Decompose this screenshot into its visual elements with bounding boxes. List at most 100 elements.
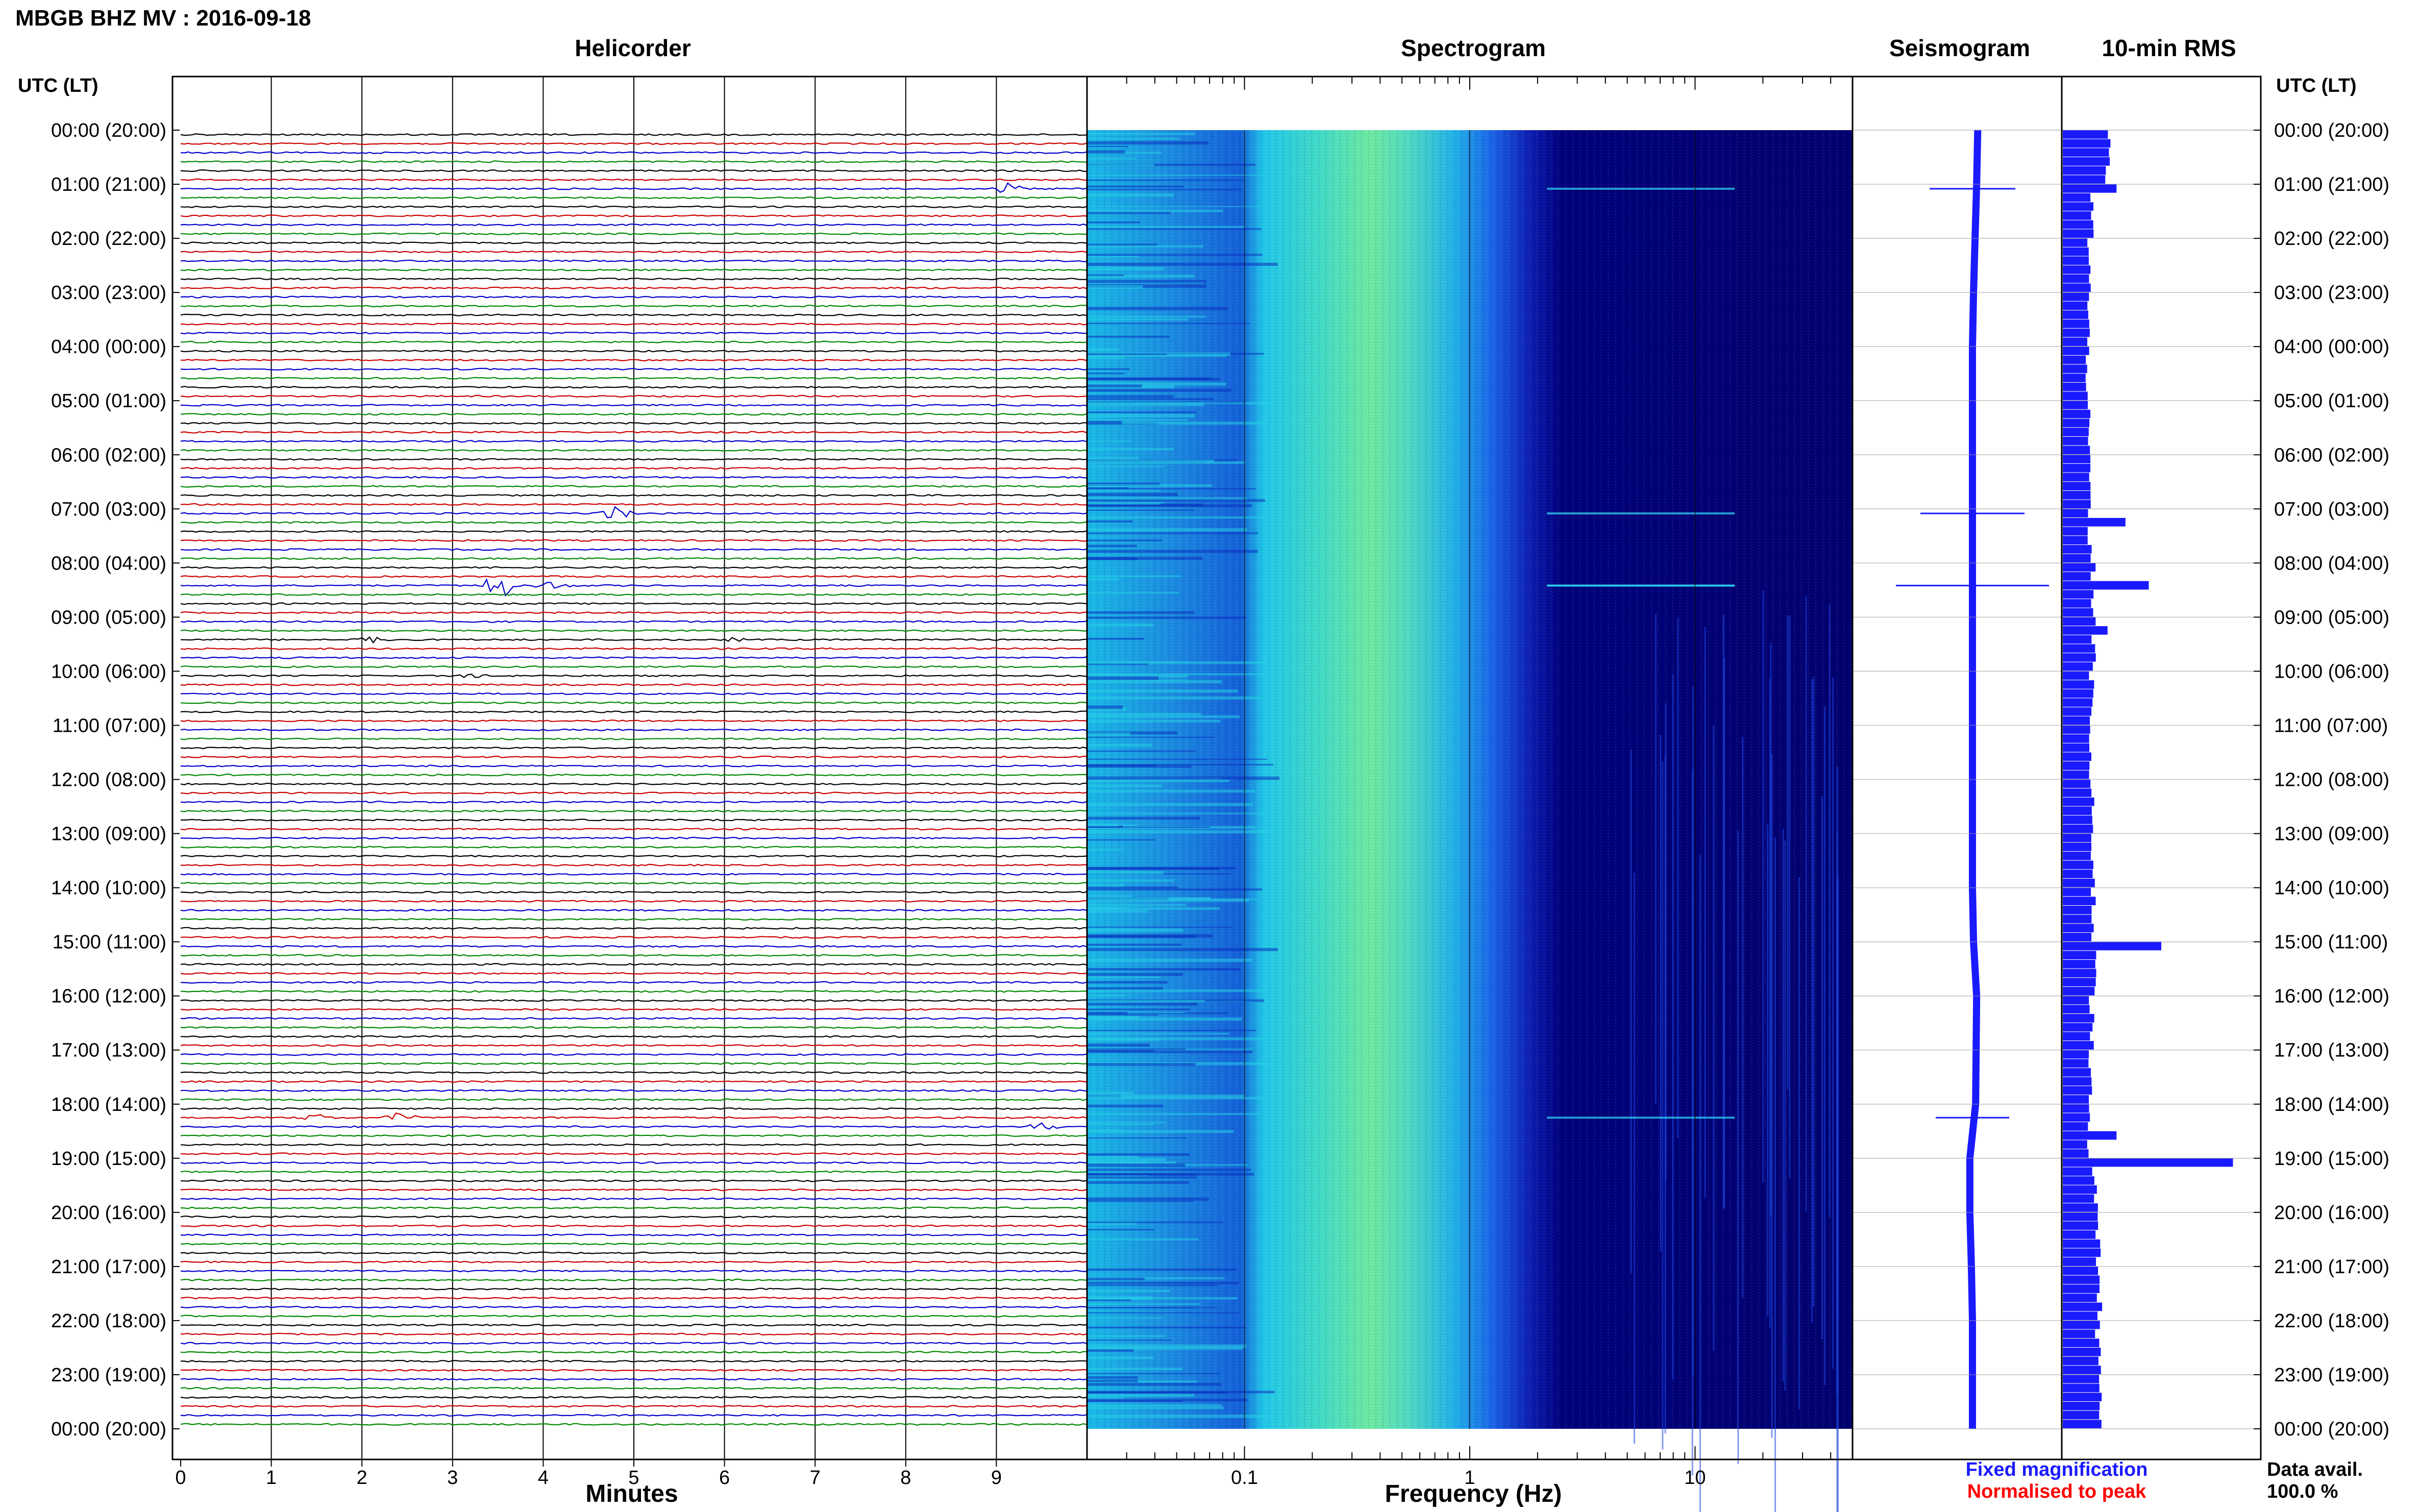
spectrogram-streak [1087, 826, 1210, 828]
spectrogram-streak [1087, 888, 1263, 891]
right-hour-label: 10:00 (06:00) [2274, 661, 2389, 682]
spectrogram-streak [1087, 206, 1262, 207]
spectrogram-streak [1087, 484, 1213, 487]
rms-bar [2063, 779, 2091, 788]
spectrogram-streak [1087, 509, 1194, 511]
spectrogram-streak [1087, 532, 1258, 534]
spectrogram-streak [1087, 1307, 1194, 1308]
spectrogram-streak [1087, 274, 1124, 276]
spectrogram-streak [1087, 550, 1258, 553]
helicorder-panel: 0 1 2 3 4 5 6 7 8 9 [175, 77, 1088, 1489]
spectrogram-streak [1087, 1129, 1123, 1131]
spectrogram-streak [1087, 163, 1154, 166]
spectrogram-streak [1087, 307, 1228, 310]
spectrogram-streak [1087, 720, 1221, 723]
rms-bar [2063, 463, 2091, 473]
spectrogram-streak [1087, 1161, 1176, 1164]
helicorder-trace [180, 1080, 1088, 1083]
spectrogram-streak [1087, 254, 1263, 256]
spectrogram-streak [1087, 1404, 1222, 1407]
rms-bar [2063, 626, 2108, 635]
seismogram-title: Seismogram [1889, 35, 2030, 61]
right-hour-label: 17:00 (13:00) [2274, 1040, 2389, 1061]
helicorder-trace [180, 1197, 1088, 1200]
left-hour-label: 21:00 (17:00) [51, 1256, 166, 1278]
spectrogram-vertical-line [1770, 643, 1772, 1216]
rms-bar [2063, 1347, 2101, 1356]
helicorder-trace [180, 1243, 1088, 1246]
helicorder-trace [180, 674, 1088, 678]
rms-bar [2063, 680, 2094, 689]
helicorder-trace [180, 449, 1088, 452]
spectrogram-streak [1087, 637, 1145, 640]
spectrogram-vertical-line [1672, 674, 1674, 1380]
rms-bar [2063, 130, 2108, 139]
rms-bar [2063, 292, 2089, 301]
spectrogram-vertical-line [1713, 725, 1715, 1351]
helicorder-trace [180, 1089, 1088, 1092]
rms-bar [2063, 1086, 2092, 1095]
spectrogram-streak [1087, 141, 1209, 145]
spectrogram-event-burst [1547, 512, 1735, 515]
right-hour-label: 00:00 (20:00) [2274, 120, 2389, 141]
rms-bar [2063, 1167, 2092, 1176]
spectrogram-streak [1087, 440, 1131, 442]
helicorder-trace [180, 1112, 1088, 1120]
helicorder-trace [180, 1297, 1088, 1300]
rms-bar [2063, 1131, 2117, 1140]
rms-bar [2063, 1383, 2100, 1393]
spectrogram-streak [1087, 736, 1215, 738]
rms-bar [2063, 1203, 2098, 1212]
rms-bar [2063, 860, 2093, 870]
spectrogram-vertical-line [1821, 796, 1823, 1340]
helicorder-trace [180, 873, 1088, 876]
spectrogram-streak [1087, 1312, 1240, 1313]
helicorder-x-tick-label: 7 [810, 1467, 821, 1489]
spectrogram-streak [1087, 1063, 1196, 1066]
spectrogram-streak [1087, 388, 1232, 392]
left-hour-label: 00:00 (20:00) [51, 1419, 166, 1440]
helicorder-trace [180, 539, 1088, 542]
helicorder-x-tick-label: 8 [900, 1467, 911, 1489]
spectrogram-streak [1087, 499, 1265, 502]
rms-title: 10-min RMS [2102, 35, 2236, 61]
spectrogram-streak [1087, 209, 1223, 212]
rms-bar [2063, 671, 2089, 680]
spectrogram-streak [1087, 989, 1268, 993]
spectrogram-streak [1087, 1011, 1128, 1014]
spectrogram-streak [1087, 516, 1264, 519]
rms-bar [2063, 905, 2092, 914]
right-hour-label: 02:00 (22:00) [2274, 228, 2389, 250]
left-axis-label: UTC (LT) [18, 75, 98, 96]
helicorder-trace [180, 918, 1088, 921]
spectrogram-event-burst [1547, 1117, 1735, 1119]
spectrogram-streak [1087, 502, 1164, 504]
spectrogram-streak [1087, 1113, 1260, 1116]
right-hour-label: 08:00 (04:00) [2274, 553, 2389, 574]
rms-bar [2063, 698, 2093, 707]
right-hour-label: 20:00 (16:00) [2274, 1202, 2389, 1224]
rms-bar [2063, 166, 2106, 175]
helicorder-trace [180, 259, 1088, 262]
spectrogram-vertical-line [1704, 627, 1706, 1198]
rms-bar [2063, 951, 2096, 959]
spectrogram-streak [1087, 357, 1125, 359]
spectrogram-streak [1087, 1014, 1158, 1016]
spectrogram-vertical-line [1633, 873, 1635, 1444]
rms-bar [2063, 382, 2086, 391]
spectrogram-streak [1087, 504, 1252, 507]
helicorder-trace [180, 169, 1088, 172]
helicorder-trace [180, 855, 1088, 858]
helicorder-trace [180, 737, 1088, 740]
helicorder-x-tick-label: 9 [991, 1467, 1002, 1489]
spectrogram-vertical-line [1771, 754, 1773, 1438]
rms-bar [2063, 1158, 2233, 1167]
rms-bar [2063, 590, 2094, 599]
helicorder-trace [180, 286, 1088, 289]
helicorder-trace [180, 701, 1088, 704]
rms-bar [2063, 401, 2088, 409]
helicorder-trace [180, 945, 1088, 948]
rms-bar [2063, 157, 2110, 166]
helicorder-trace [180, 277, 1088, 281]
spectrogram-streak [1087, 411, 1197, 413]
